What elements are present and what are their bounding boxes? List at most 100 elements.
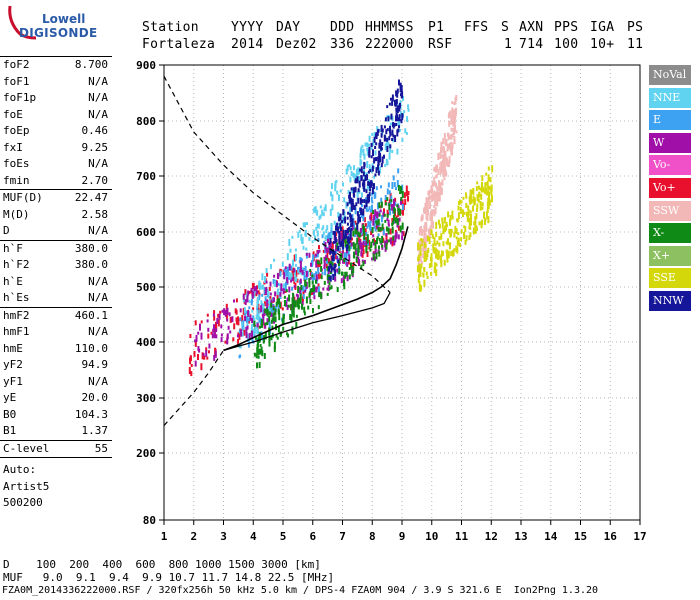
echo-point xyxy=(242,307,245,315)
echo-point xyxy=(326,287,329,291)
echo-point xyxy=(395,100,398,107)
echo-point xyxy=(402,231,405,237)
echo-point xyxy=(450,133,453,140)
echo-point xyxy=(217,319,220,327)
echo-point xyxy=(450,228,453,233)
echo-point xyxy=(305,283,308,287)
echo-point xyxy=(285,301,288,307)
echo-point xyxy=(272,306,275,311)
echo-point xyxy=(383,125,386,129)
echo-point xyxy=(438,183,441,190)
echo-point xyxy=(423,279,426,287)
echo-point xyxy=(351,225,354,231)
echo-point xyxy=(282,288,285,295)
echo-point xyxy=(291,297,294,305)
echo-point xyxy=(388,190,391,195)
echo-point xyxy=(476,207,478,212)
y-tick-label: 400 xyxy=(136,336,156,349)
echo-point xyxy=(332,254,335,262)
y-tick-label: 80 xyxy=(143,514,156,527)
echo-point xyxy=(327,269,330,275)
param-value: 22.47 xyxy=(74,191,108,204)
echo-point xyxy=(379,240,382,244)
echo-point xyxy=(253,292,256,298)
echo-point xyxy=(334,181,337,189)
echo-point xyxy=(442,228,445,234)
echo-point xyxy=(259,344,262,347)
header-value-s: 1 xyxy=(504,37,513,52)
echo-point xyxy=(302,245,305,250)
param-name: h`F2 xyxy=(3,258,30,271)
echo-point xyxy=(465,235,468,242)
echo-point xyxy=(325,248,328,253)
echo-point xyxy=(430,253,433,260)
echo-point xyxy=(276,288,279,292)
echo-point xyxy=(374,214,377,218)
echo-point xyxy=(388,152,391,160)
echo-point xyxy=(357,256,360,260)
echo-point xyxy=(355,227,358,235)
echo-point xyxy=(282,326,285,331)
param-row: MUF(D) 22.47 xyxy=(0,190,112,207)
echo-point xyxy=(345,168,348,175)
echo-point xyxy=(258,282,260,289)
header-label-pps: PPS xyxy=(554,20,579,35)
x-tick-label: 10 xyxy=(425,530,438,543)
echo-point xyxy=(323,256,326,263)
echo-point xyxy=(304,279,307,286)
echo-point xyxy=(397,234,400,240)
echo-point xyxy=(479,203,482,211)
echo-point xyxy=(428,263,431,269)
echo-point xyxy=(312,285,315,293)
echo-point xyxy=(433,209,436,217)
echo-point xyxy=(329,263,332,268)
echo-point xyxy=(435,175,438,179)
echo-point xyxy=(455,228,458,235)
echo-point xyxy=(375,142,378,146)
echo-point xyxy=(299,297,302,304)
echo-point xyxy=(375,167,378,174)
header-value-day: Dez02 xyxy=(276,37,317,52)
echo-point xyxy=(485,187,488,195)
echo-point xyxy=(258,294,261,299)
echo-point xyxy=(405,185,408,193)
echo-point xyxy=(371,187,374,195)
echo-point xyxy=(319,214,322,219)
echo-point xyxy=(395,123,398,126)
echo-point xyxy=(317,250,320,255)
echo-point xyxy=(292,303,295,311)
echo-point xyxy=(420,263,423,269)
echo-point xyxy=(426,204,429,212)
echo-point xyxy=(290,265,293,271)
echo-point xyxy=(468,235,471,240)
echo-point xyxy=(344,229,347,236)
echo-point xyxy=(235,309,238,315)
echo-point xyxy=(371,165,374,172)
echo-point xyxy=(365,189,368,194)
x-tick-label: 13 xyxy=(514,530,527,543)
echo-point xyxy=(399,208,402,216)
echo-point xyxy=(374,241,377,249)
echo-point xyxy=(286,280,289,284)
echo-point xyxy=(338,195,340,201)
param-group-muf: MUF(D) 22.47 M(D) 2.58 D N/A xyxy=(0,190,112,240)
echo-point xyxy=(243,329,246,336)
echo-point xyxy=(424,258,427,262)
echo-point xyxy=(240,329,243,337)
param-group-virtual-heights: h`F 380.0 h`F2 380.0 h`E N/A h`Es N/A xyxy=(0,241,112,307)
echo-point xyxy=(419,287,422,292)
echo-point xyxy=(246,295,249,303)
echo-point xyxy=(353,173,356,181)
y-tick-label: 300 xyxy=(136,392,156,405)
echo-point xyxy=(349,166,352,171)
echo-point xyxy=(372,210,375,214)
echo-point xyxy=(380,163,383,168)
echo-point xyxy=(366,174,368,181)
echo-point xyxy=(258,292,261,296)
echo-point xyxy=(250,287,253,292)
echo-point xyxy=(454,111,457,117)
echo-point xyxy=(363,162,366,167)
echo-point xyxy=(352,203,355,207)
echo-point xyxy=(267,306,270,310)
echo-point xyxy=(377,156,380,164)
